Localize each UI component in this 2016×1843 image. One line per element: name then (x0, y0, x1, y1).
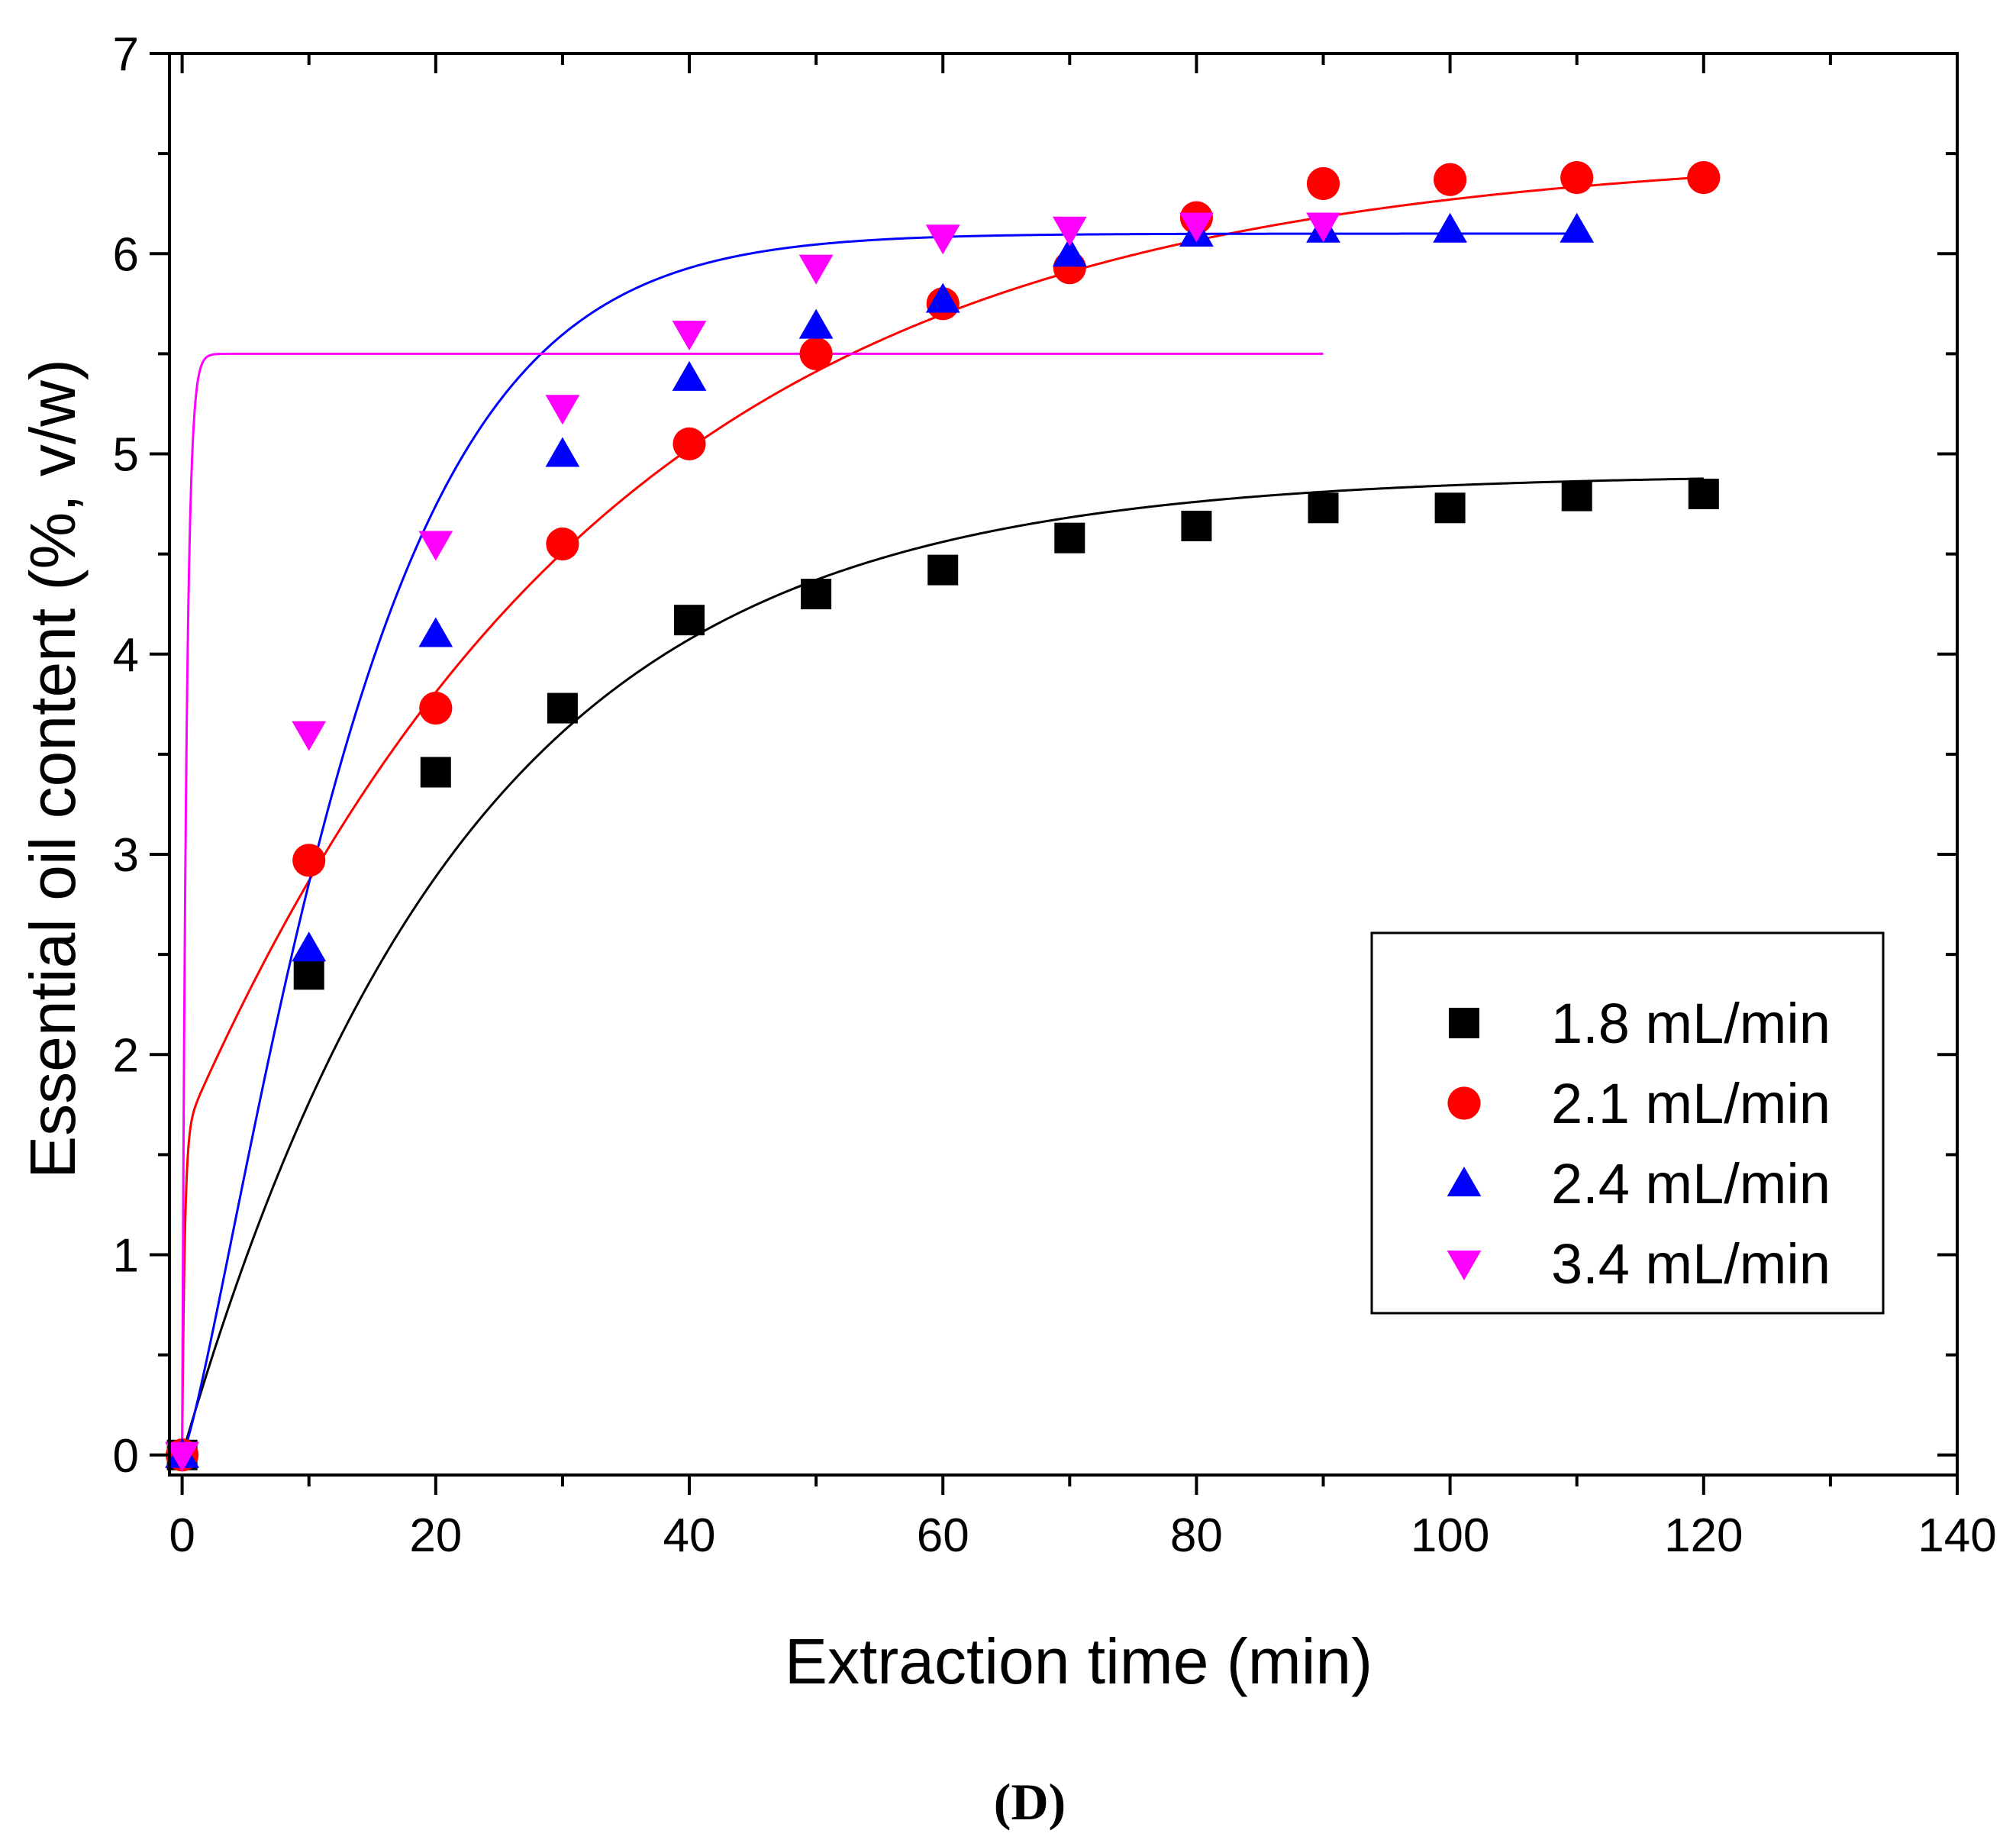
data-point-series-1 (1561, 480, 1592, 512)
data-point-series-3 (1560, 212, 1595, 243)
data-point-series-1 (1054, 522, 1085, 554)
data-point-series-4 (1052, 216, 1087, 247)
x-tick-label: 100 (1411, 1509, 1489, 1562)
data-point-series-1 (1688, 478, 1719, 509)
x-axis-title: Extraction time (min) (785, 1625, 1372, 1697)
data-point-series-3 (418, 617, 453, 647)
x-tick-label: 120 (1664, 1509, 1743, 1562)
legend-marker-4 (1447, 1251, 1482, 1280)
legend-marker-3 (1447, 1167, 1482, 1196)
data-point-series-2 (673, 427, 706, 460)
plot-frame (168, 52, 1959, 1477)
data-point-series-3 (545, 437, 580, 467)
data-point-series-2 (1434, 163, 1467, 196)
fit-curve-series-1 (181, 477, 1704, 1456)
data-point-series-2 (799, 337, 833, 370)
x-tick-label: 40 (663, 1509, 716, 1562)
legend-marker-2 (1447, 1086, 1481, 1120)
legend-label-3: 2.4 mL/min (1551, 1152, 1831, 1215)
data-point-series-1 (674, 605, 705, 636)
legend-marker-1 (1449, 1008, 1479, 1038)
y-tick-label: 0 (113, 1430, 139, 1483)
data-point-series-2 (546, 527, 579, 561)
data-point-series-2 (1560, 160, 1594, 195)
panel-label: (D) (994, 1773, 1066, 1831)
data-markers (165, 160, 1721, 1472)
data-point-series-4 (545, 395, 580, 425)
x-tick-label: 140 (1918, 1509, 1996, 1562)
data-point-series-1 (1308, 492, 1339, 524)
data-point-series-3 (672, 360, 707, 391)
data-point-series-3 (1433, 212, 1468, 243)
data-point-series-1 (1434, 492, 1466, 524)
y-tick-label: 2 (113, 1029, 139, 1082)
x-tick-label: 0 (169, 1509, 195, 1562)
data-point-series-4 (1179, 212, 1214, 243)
data-point-series-4 (418, 531, 453, 561)
data-point-series-2 (419, 691, 453, 725)
legend-label-4: 3.4 mL/min (1551, 1232, 1831, 1296)
y-tick-label: 3 (113, 829, 139, 882)
data-point-series-1 (293, 959, 324, 990)
legend: 1.8 mL/min 2.1 mL/min 2.4 mL/min 3.4 mL/min (1370, 931, 1885, 1315)
y-tick-label: 4 (113, 629, 139, 682)
data-point-series-1 (547, 692, 578, 724)
fit-curve-series-3 (181, 232, 1577, 1457)
data-point-series-4 (1306, 212, 1340, 243)
data-point-series-3 (925, 282, 960, 313)
x-tick-label: 20 (409, 1509, 462, 1562)
legend-label-1: 1.8 mL/min (1551, 992, 1831, 1055)
data-point-series-3 (798, 308, 834, 339)
y-axis-title: Essential oil content (%, v/w) (17, 359, 89, 1179)
data-point-series-4 (798, 254, 834, 285)
legend-box (1370, 931, 1885, 1315)
data-point-series-4 (292, 721, 327, 751)
data-point-series-2 (1306, 166, 1340, 201)
fit-curve-series-4 (181, 352, 1324, 1455)
legend-label-2: 2.1 mL/min (1551, 1072, 1831, 1135)
data-point-series-1 (1181, 510, 1212, 541)
y-tick-label: 6 (113, 228, 139, 281)
data-point-series-1 (420, 757, 451, 788)
data-point-series-2 (1687, 160, 1721, 195)
data-point-series-3 (292, 931, 327, 962)
data-point-series-3 (1052, 237, 1087, 267)
y-tick-label: 5 (113, 429, 139, 482)
y-tick-label: 7 (113, 28, 139, 81)
x-tick-label: 80 (1170, 1509, 1223, 1562)
data-point-series-1 (927, 554, 959, 586)
fit-curves (181, 176, 1704, 1457)
data-point-series-1 (801, 579, 832, 610)
data-point-series-4 (672, 321, 707, 351)
x-tick-label: 60 (917, 1509, 969, 1562)
axes: 0 20 40 60 80 100 120 140 0 1 2 3 4 5 6 7 (113, 28, 1997, 1562)
y-tick-label: 1 (113, 1230, 139, 1283)
data-point-series-2 (292, 844, 326, 877)
data-point-series-4 (925, 224, 960, 255)
data-point-series-4 (165, 1441, 200, 1472)
